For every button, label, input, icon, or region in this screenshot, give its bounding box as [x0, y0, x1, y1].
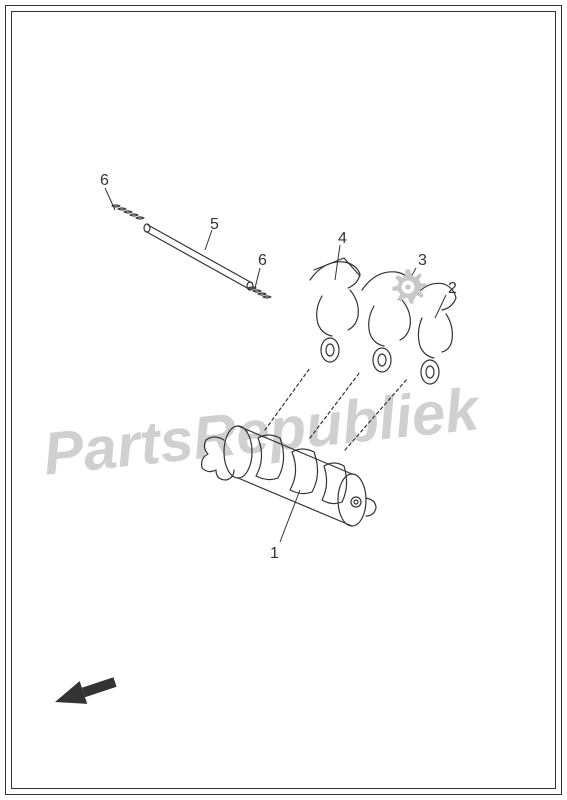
gear-icon	[385, 265, 431, 311]
callout-1: 1	[270, 545, 279, 563]
callout-6a: 6	[100, 172, 109, 190]
fork-guide-bar	[144, 224, 253, 290]
spring-lower	[248, 287, 271, 298]
assembly-leader-lines	[265, 368, 408, 450]
diagram-container: PartsRepubliek	[0, 0, 567, 800]
shift-cam-drum	[202, 426, 376, 526]
callout-5: 5	[210, 216, 219, 234]
callout-6b: 6	[258, 252, 267, 270]
callout-leader-lines	[105, 188, 446, 542]
direction-arrow-icon	[55, 681, 115, 704]
spring-upper	[112, 205, 144, 219]
shift-fork-left	[310, 258, 360, 362]
callout-4: 4	[338, 230, 347, 248]
exploded-view-drawing	[0, 0, 567, 800]
callout-2: 2	[448, 280, 457, 298]
